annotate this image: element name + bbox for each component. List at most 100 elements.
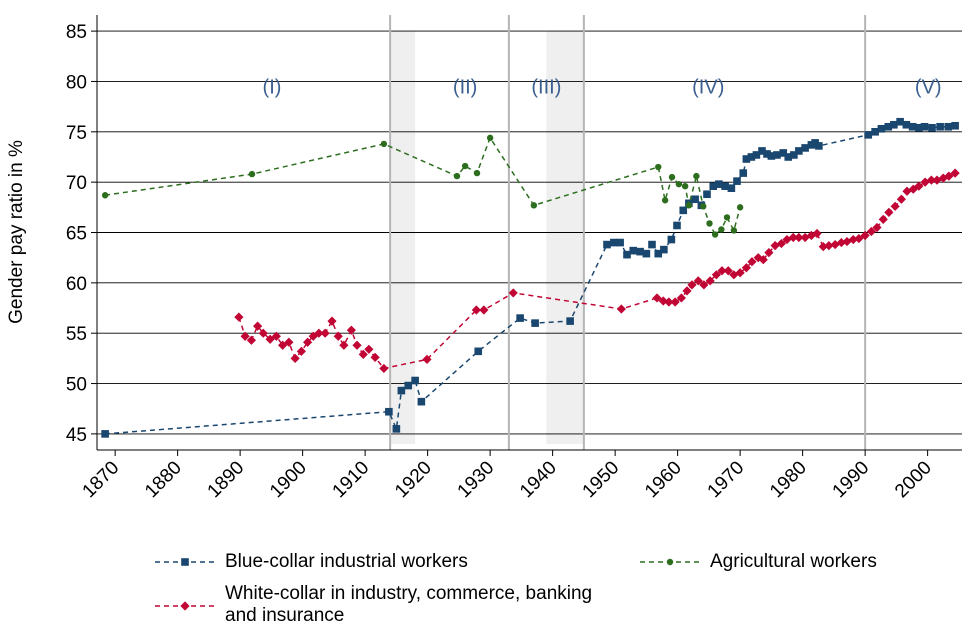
- point: [951, 121, 959, 130]
- point: [278, 340, 288, 350]
- point: [795, 147, 803, 155]
- point: [871, 128, 879, 136]
- period-annotation: (I): [263, 77, 282, 99]
- point: [752, 151, 761, 159]
- point: [352, 340, 362, 350]
- point: [700, 203, 707, 210]
- point: [461, 162, 469, 170]
- point: [896, 194, 906, 204]
- point: [370, 352, 380, 362]
- point: [682, 286, 692, 296]
- point: [735, 268, 745, 278]
- point: [884, 207, 894, 217]
- point: [253, 321, 263, 331]
- point: [706, 220, 713, 227]
- y-axis-label: Gender pay ratio in %: [6, 140, 27, 324]
- point: [101, 430, 109, 438]
- point: [753, 253, 763, 263]
- point: [486, 134, 494, 142]
- point: [902, 120, 911, 129]
- y-tick-label: 70: [66, 173, 87, 194]
- point: [530, 202, 538, 209]
- point: [936, 122, 944, 131]
- point: [660, 245, 668, 254]
- period-annotation: (IV): [692, 77, 724, 99]
- point: [854, 233, 864, 244]
- point: [739, 169, 748, 177]
- point: [271, 331, 281, 341]
- x-tick-label: 1960: [641, 457, 686, 502]
- point: [742, 155, 751, 163]
- point: [296, 346, 306, 356]
- y-tick-label: 80: [66, 72, 87, 93]
- point: [333, 331, 343, 341]
- point: [715, 180, 723, 188]
- series-line: [105, 120, 956, 435]
- point: [741, 263, 751, 273]
- point: [784, 153, 793, 161]
- point: [776, 238, 786, 249]
- point: [320, 328, 330, 338]
- y-tick-label: 45: [66, 425, 87, 446]
- point: [531, 319, 539, 327]
- point: [346, 325, 356, 335]
- point: [721, 182, 729, 190]
- point: [473, 169, 481, 177]
- point: [693, 172, 700, 180]
- point: [926, 175, 936, 185]
- point: [676, 293, 686, 303]
- point: [681, 182, 689, 190]
- x-tick-label: 1880: [141, 457, 186, 502]
- point: [240, 331, 250, 341]
- point: [327, 316, 337, 326]
- point: [730, 227, 738, 234]
- point: [890, 120, 898, 129]
- point: [758, 255, 768, 265]
- x-tick-label: 2000: [891, 457, 936, 502]
- legend-marker: [181, 558, 189, 566]
- point: [385, 407, 393, 416]
- x-tick-label: 1900: [266, 457, 311, 502]
- point: [246, 335, 256, 345]
- point: [474, 347, 483, 356]
- point: [675, 180, 683, 188]
- point: [801, 144, 809, 152]
- point: [815, 142, 823, 150]
- point: [764, 248, 774, 258]
- point: [380, 140, 388, 148]
- point: [773, 151, 781, 159]
- point: [693, 276, 703, 286]
- point: [392, 425, 401, 433]
- point: [668, 173, 676, 181]
- point: [723, 214, 731, 221]
- point: [718, 226, 725, 233]
- point: [884, 122, 893, 131]
- point: [397, 386, 406, 395]
- point: [736, 204, 744, 211]
- point: [616, 304, 626, 314]
- point: [364, 344, 374, 354]
- x-tick-label: 1910: [329, 457, 374, 502]
- point: [864, 131, 873, 139]
- point: [508, 288, 518, 298]
- point: [248, 170, 256, 178]
- x-tick-label: 1920: [391, 457, 436, 502]
- point: [848, 234, 858, 245]
- point: [767, 152, 776, 160]
- point: [687, 280, 697, 290]
- point: [655, 163, 662, 171]
- point: [788, 232, 798, 243]
- point: [652, 293, 662, 303]
- point: [872, 222, 882, 233]
- point: [404, 381, 413, 390]
- period-annotation: (V): [915, 77, 942, 99]
- point: [422, 354, 432, 364]
- point: [648, 240, 656, 249]
- point: [779, 149, 788, 157]
- point: [908, 122, 917, 131]
- legend-label: White-collar in industry, commerce, bank…: [225, 583, 593, 626]
- point: [610, 238, 618, 247]
- x-tick-label: 1870: [79, 457, 124, 502]
- x-tick-label: 1890: [204, 457, 249, 502]
